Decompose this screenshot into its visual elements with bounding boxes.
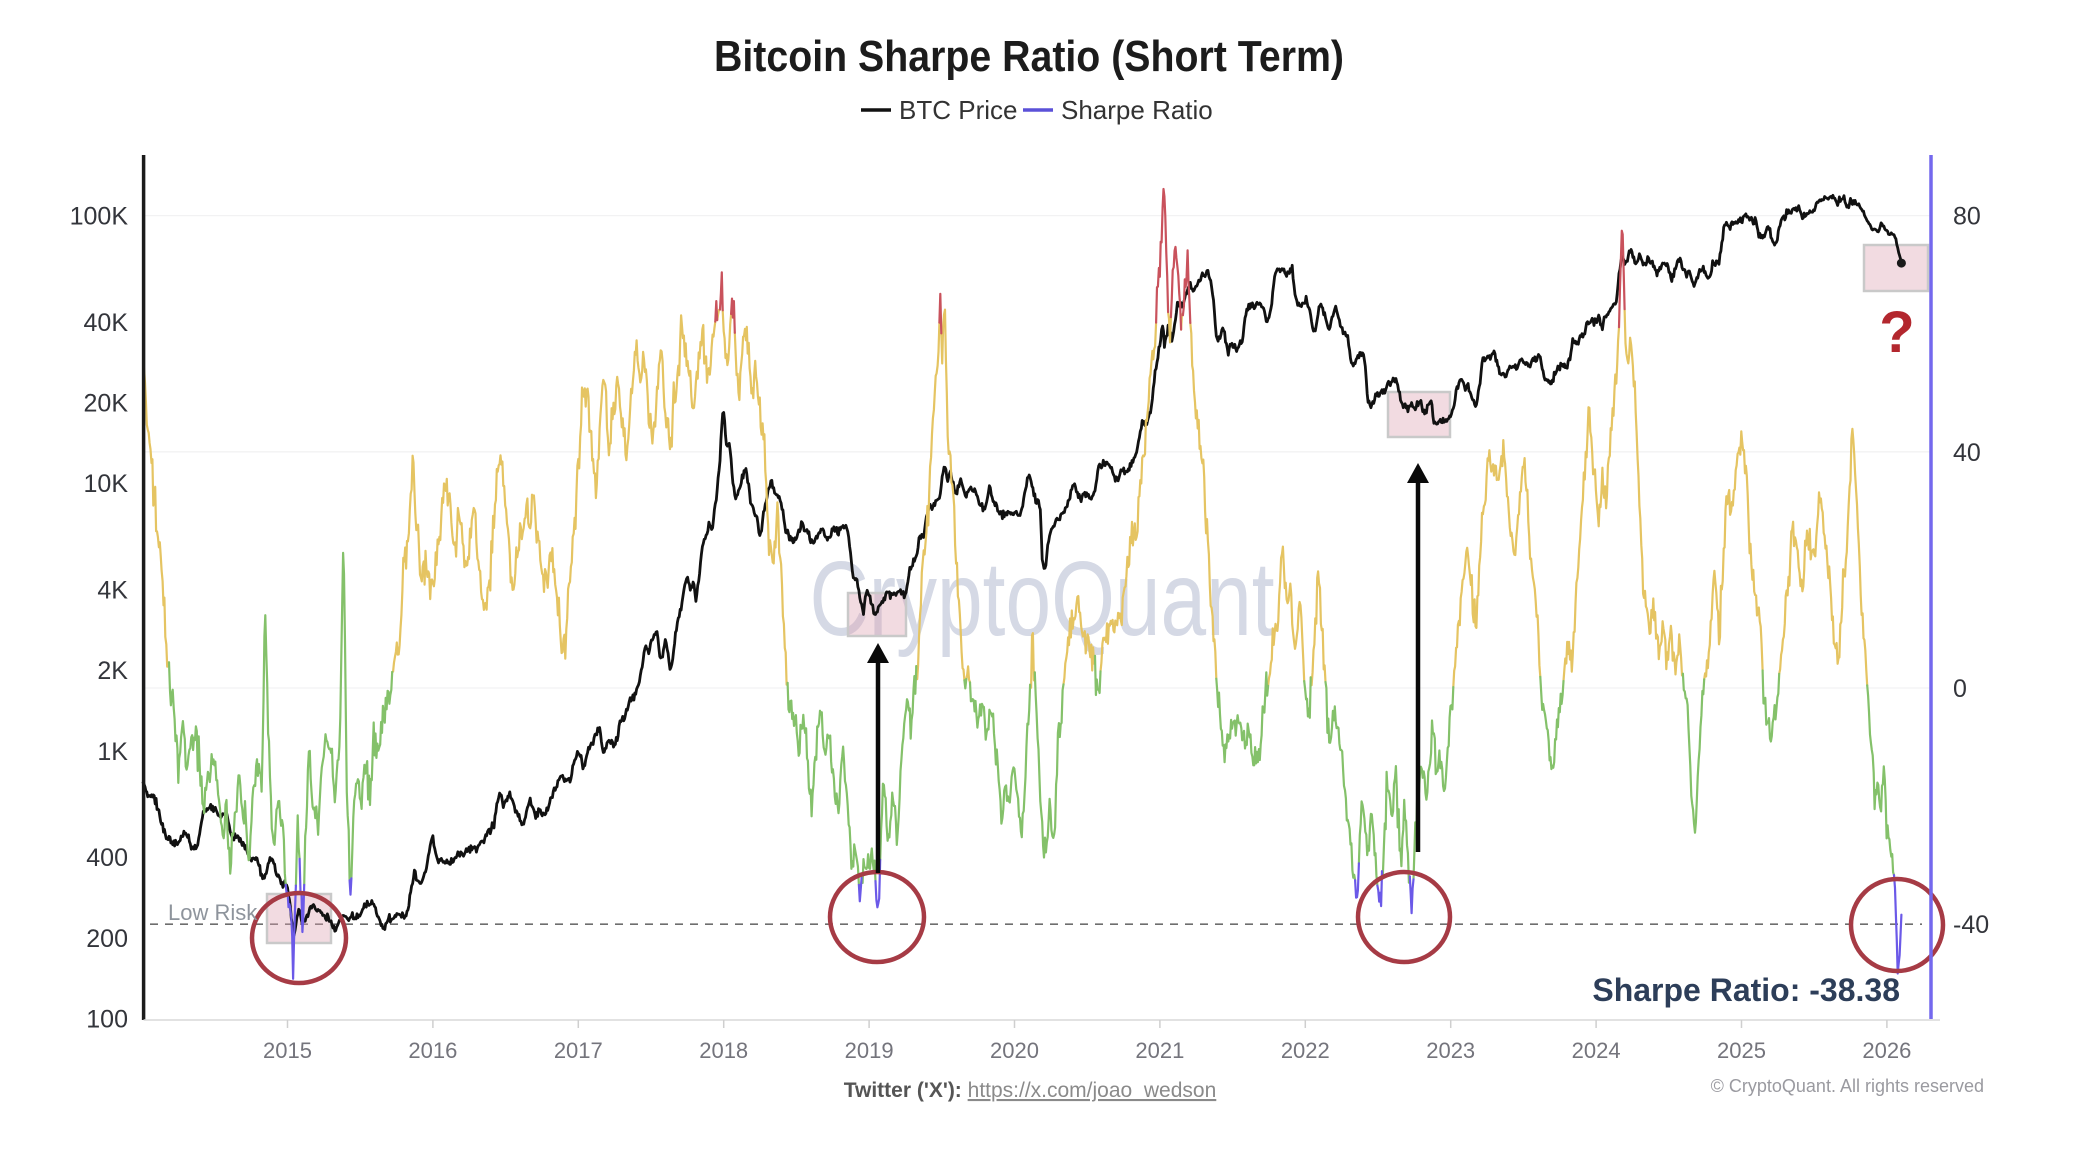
svg-text:2025: 2025 [1717, 1038, 1766, 1063]
svg-text:-40: -40 [1953, 911, 1989, 939]
svg-text:2020: 2020 [990, 1038, 1039, 1063]
svg-text:200: 200 [86, 925, 128, 953]
svg-text:400: 400 [86, 844, 128, 872]
svg-text:100K: 100K [70, 203, 129, 231]
svg-text:2018: 2018 [699, 1038, 748, 1063]
svg-text:Low Risk: Low Risk [168, 900, 258, 925]
svg-text:20K: 20K [84, 390, 129, 418]
svg-text:2015: 2015 [263, 1038, 312, 1063]
svg-text:80: 80 [1953, 203, 1981, 231]
svg-text:Bitcoin Sharpe Ratio (Short Te: Bitcoin Sharpe Ratio (Short Term) [714, 32, 1344, 81]
svg-text:2017: 2017 [554, 1038, 603, 1063]
svg-text:2021: 2021 [1135, 1038, 1184, 1063]
svg-text:2019: 2019 [845, 1038, 894, 1063]
svg-text:40K: 40K [84, 309, 129, 337]
svg-text:40: 40 [1953, 439, 1981, 467]
svg-text:100: 100 [86, 1005, 128, 1033]
svg-text:4K: 4K [97, 577, 128, 605]
svg-text:1K: 1K [97, 738, 128, 766]
svg-text:© CryptoQuant. All rights rese: © CryptoQuant. All rights reserved [1711, 1076, 1984, 1096]
svg-text:2022: 2022 [1281, 1038, 1330, 1063]
svg-text:Sharpe Ratio: -38.38: Sharpe Ratio: -38.38 [1592, 972, 1900, 1008]
svg-text:Sharpe Ratio: Sharpe Ratio [1061, 95, 1213, 125]
svg-text:BTC Price: BTC Price [899, 95, 1017, 125]
svg-text:2026: 2026 [1862, 1038, 1911, 1063]
svg-text:0: 0 [1953, 675, 1967, 703]
svg-text:10K: 10K [84, 470, 129, 498]
svg-text:Twitter ('X'): https://x.com/j: Twitter ('X'): https://x.com/joao_wedson [844, 1079, 1217, 1102]
svg-text:2016: 2016 [408, 1038, 457, 1063]
svg-text:2K: 2K [97, 657, 128, 685]
svg-text:?: ? [1879, 300, 1914, 365]
svg-text:2023: 2023 [1426, 1038, 1475, 1063]
svg-text:2024: 2024 [1572, 1038, 1621, 1063]
